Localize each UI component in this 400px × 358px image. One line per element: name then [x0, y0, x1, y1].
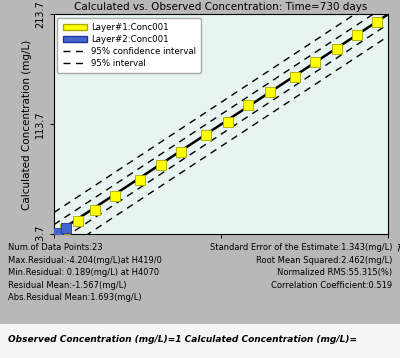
Legend: Layer#1:Conc001, Layer#2:Conc001, 95% confidence interval, 95% interval: Layer#1:Conc001, Layer#2:Conc001, 95% co…	[58, 18, 201, 73]
Title: Calculated vs. Observed Concentration: Time=730 days: Calculated vs. Observed Concentration: T…	[74, 2, 368, 12]
Point	[178, 149, 185, 154]
X-axis label: Observed Concentration (mg/L): Observed Concentration (mg/L)	[138, 256, 304, 266]
Point	[75, 218, 81, 224]
Point	[55, 230, 61, 236]
Point	[267, 89, 273, 95]
Point	[158, 162, 164, 168]
Point	[136, 177, 143, 183]
Text: Standard Error of the Estimate:1.343(mg/L)
Root Mean Squared:2.462(mg/L)
Normali: Standard Error of the Estimate:1.343(mg/…	[210, 243, 392, 290]
Text: Num.of Data Points:23
Max.Residual:-4.204(mg/L)at H419/0
Min.Residual: 0.189(mg/: Num.of Data Points:23 Max.Residual:-4.20…	[8, 243, 162, 302]
Point	[91, 207, 98, 213]
Point	[312, 59, 318, 65]
Point	[374, 19, 380, 25]
Point	[245, 102, 252, 108]
Point	[63, 225, 69, 231]
Point	[354, 32, 360, 38]
Point	[334, 46, 340, 52]
Point	[112, 193, 118, 198]
Point	[61, 226, 68, 232]
Y-axis label: Calculated Concentration (mg/L): Calculated Concentration (mg/L)	[22, 39, 32, 209]
Point	[292, 74, 298, 79]
Point	[225, 119, 231, 125]
Text: Observed Concentration (mg/L)=1 Calculated Concentration (mg/L)=: Observed Concentration (mg/L)=1 Calculat…	[8, 335, 357, 344]
Point	[203, 132, 210, 138]
